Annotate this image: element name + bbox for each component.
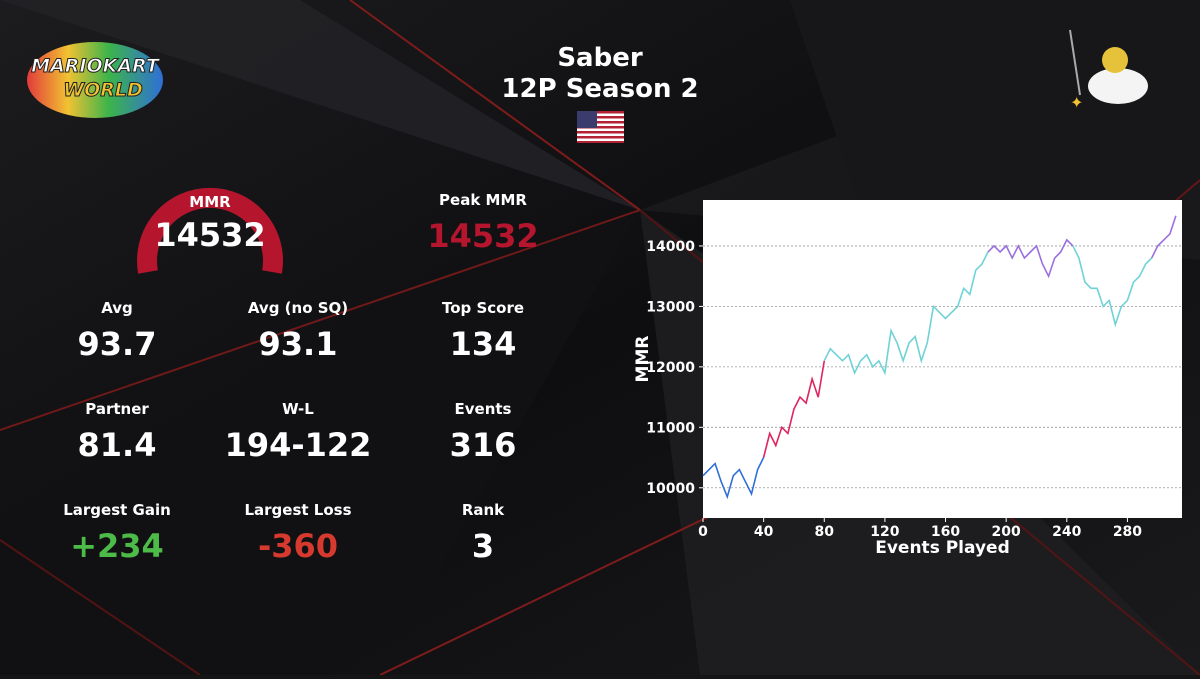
sparkle: ✦ bbox=[1070, 93, 1083, 112]
title: Saber bbox=[557, 43, 643, 73]
stat-label: Avg bbox=[101, 299, 133, 317]
stats: Peak MMR 14532 Avg 93.7 Avg (no SQ) 93.1 Top S… bbox=[63, 191, 538, 565]
stat-value: 3 bbox=[472, 527, 494, 565]
logo-line1: MARIOKART bbox=[31, 55, 161, 77]
stat-label: W-L bbox=[282, 400, 314, 418]
stat-value: 93.1 bbox=[259, 325, 338, 363]
logo: MARIOKART WORLD bbox=[27, 42, 163, 118]
stat-value: 316 bbox=[450, 426, 517, 464]
mmr-line bbox=[987, 215, 1177, 279]
mascot-icon: ✦ bbox=[1069, 29, 1148, 112]
y-tick-label: 11000 bbox=[646, 420, 695, 436]
stat-label: Avg (no SQ) bbox=[248, 299, 348, 317]
y-tick-label: 14000 bbox=[646, 239, 695, 255]
stat-value: 93.7 bbox=[78, 325, 157, 363]
stat-label: Partner bbox=[85, 400, 149, 418]
mmr-line bbox=[762, 360, 826, 458]
stat-label: Rank bbox=[462, 501, 505, 519]
x-tick-label: 120 bbox=[870, 524, 899, 540]
mmr-line bbox=[823, 245, 1153, 376]
stat-value: +234 bbox=[70, 527, 164, 565]
x-tick-label: 40 bbox=[754, 524, 774, 540]
y-tick-label: 13000 bbox=[646, 299, 695, 315]
logo-line2: WORLD bbox=[63, 79, 143, 101]
stat-label: Events bbox=[455, 400, 512, 418]
stat-value: 194-122 bbox=[225, 426, 372, 464]
gauge-label: MMR bbox=[189, 193, 231, 211]
x-axis-label: Events Played bbox=[875, 538, 1010, 558]
stat-label: Top Score bbox=[442, 299, 524, 317]
stat-value: 14532 bbox=[427, 217, 538, 255]
stat-label: Peak MMR bbox=[439, 191, 527, 209]
x-tick-label: 0 bbox=[698, 524, 708, 540]
mmr-gauge bbox=[137, 187, 283, 274]
mmr-chart: 10000 11000 12000 13000 14000 0 40 80 120 160 200 2… bbox=[633, 200, 1182, 558]
x-tick-label: 240 bbox=[1052, 524, 1081, 540]
y-tick-label: 12000 bbox=[646, 360, 695, 376]
stat-value: 134 bbox=[450, 325, 517, 363]
x-tick-label: 80 bbox=[815, 524, 835, 540]
subtitle: 12P Season 2 bbox=[501, 74, 698, 104]
stat-value: 81.4 bbox=[78, 426, 157, 464]
y-axis-label: MMR bbox=[633, 336, 653, 383]
plot-area bbox=[703, 200, 1182, 518]
stat-value: -360 bbox=[258, 527, 338, 565]
stat-label: Largest Gain bbox=[63, 501, 171, 519]
y-tick-label: 10000 bbox=[646, 481, 695, 497]
x-tick-label: 160 bbox=[931, 524, 960, 540]
mmr-line bbox=[702, 457, 765, 500]
flag bbox=[577, 111, 624, 143]
x-tick-label: 200 bbox=[992, 524, 1021, 540]
x-tick-label: 280 bbox=[1113, 524, 1142, 540]
stat-label: Largest Loss bbox=[244, 501, 351, 519]
gauge-value: 14532 bbox=[154, 216, 265, 254]
